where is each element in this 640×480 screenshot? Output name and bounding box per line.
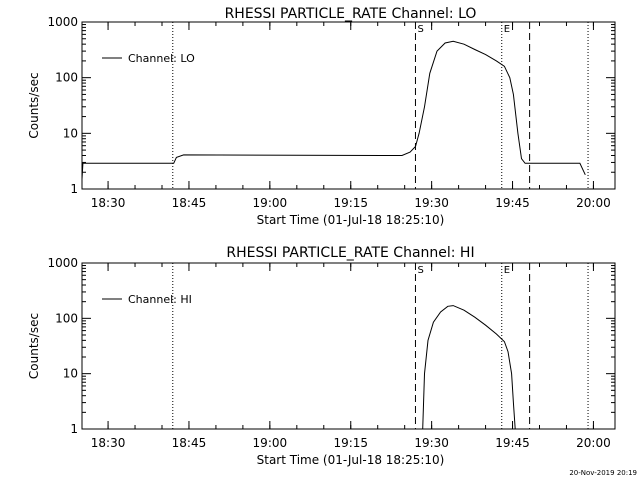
x-tick-label: 19:45 — [495, 436, 530, 450]
y-tick-label: 10 — [63, 367, 78, 381]
x-axis-label: Start Time (01-Jul-18 18:25:10) — [257, 453, 445, 467]
y-tick-label: 100 — [55, 311, 78, 325]
event-marker-label: E — [504, 265, 510, 276]
x-tick-label: 20:00 — [576, 196, 611, 210]
footer-timestamp: 20-Nov-2019 20:19 — [569, 469, 637, 477]
x-tick-label: 19:15 — [333, 436, 368, 450]
x-tick-label: 19:30 — [414, 196, 449, 210]
event-marker-label: E — [504, 24, 510, 35]
y-axis-label: Counts/sec — [27, 72, 41, 138]
x-axis-label: Start Time (01-Jul-18 18:25:10) — [257, 213, 445, 227]
y-tick-label: 1 — [70, 182, 78, 196]
event-marker-label: S — [417, 265, 423, 276]
chart-hi-channel: RHESSI PARTICLE_RATE Channel: HI 1 10 100 10… — [27, 245, 616, 467]
x-tick-label: 18:45 — [172, 436, 207, 450]
chart-title: RHESSI PARTICLE_RATE Channel: HI — [226, 245, 474, 261]
x-tick-label: 19:00 — [253, 196, 288, 210]
chart-title: RHESSI PARTICLE_RATE Channel: LO — [225, 6, 477, 22]
x-tick-label: 19:15 — [333, 196, 368, 210]
legend-label: Channel: HI — [128, 293, 192, 306]
event-marker-label: S — [417, 24, 423, 35]
series-line-hi — [422, 305, 516, 430]
x-tick-label: 18:45 — [172, 196, 207, 210]
plot-frame — [81, 21, 616, 190]
y-tick-label: 100 — [55, 71, 78, 85]
y-tick-label: 1000 — [47, 15, 78, 29]
x-tick-label: 20:00 — [576, 436, 611, 450]
chart-lo-channel: RHESSI PARTICLE_RATE Channel: LO 1 10 100 10… — [27, 6, 616, 227]
x-tick-label: 18:30 — [91, 436, 126, 450]
series-line-lo — [81, 40, 586, 180]
x-tick-label: 19:00 — [253, 436, 288, 450]
y-tick-label: 1000 — [47, 256, 78, 270]
legend-label: Channel: LO — [128, 52, 195, 65]
x-tick-label: 19:45 — [495, 196, 530, 210]
y-tick-label: 10 — [63, 126, 78, 140]
x-tick-label: 18:30 — [91, 196, 126, 210]
x-tick-label: 19:30 — [414, 436, 449, 450]
plot-frame — [81, 262, 616, 430]
y-axis-label: Counts/sec — [27, 313, 41, 379]
y-tick-label: 1 — [70, 422, 78, 436]
